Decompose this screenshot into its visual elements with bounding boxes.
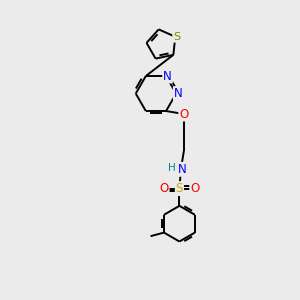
Text: O: O	[159, 182, 169, 195]
Text: S: S	[173, 32, 180, 42]
Text: N: N	[163, 70, 172, 83]
Text: N: N	[174, 87, 183, 100]
Text: S: S	[176, 182, 183, 195]
Text: N: N	[178, 163, 187, 176]
Text: H: H	[167, 163, 175, 173]
Text: O: O	[179, 107, 188, 121]
Text: O: O	[190, 182, 200, 195]
